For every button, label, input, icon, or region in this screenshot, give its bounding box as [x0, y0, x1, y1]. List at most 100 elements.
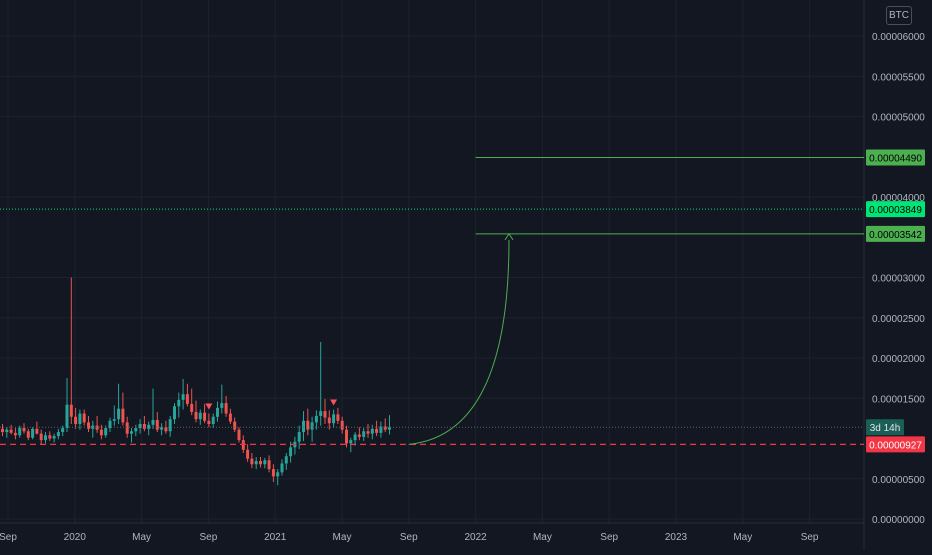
time-axis-tick-label: May: [733, 532, 752, 543]
candles: [1, 277, 391, 486]
candle-body: [327, 417, 331, 424]
time-axis-tick-label: May: [533, 532, 552, 543]
currency-badge[interactable]: BTC: [886, 6, 912, 25]
candle-body: [138, 424, 142, 429]
time-axis-tick-label: 2021: [264, 532, 287, 543]
candle-body: [91, 425, 95, 429]
price-label-badge-text: 0.00000927: [869, 440, 922, 451]
candle-body: [237, 429, 241, 441]
candle-body: [44, 435, 47, 441]
candle-body: [74, 416, 78, 425]
candle-body: [194, 411, 198, 420]
time-axis-tick-label: Sep: [801, 532, 819, 543]
candle-body: [375, 428, 379, 433]
candle-body: [164, 427, 168, 432]
candle-body: [177, 399, 181, 407]
time-axis-tick-label: 2020: [64, 532, 87, 543]
candle-body: [65, 404, 69, 429]
candle-body: [87, 422, 90, 429]
candle-body: [48, 435, 52, 439]
candle-body: [56, 432, 60, 437]
candle-body: [228, 413, 232, 422]
price-label-badge: 0.00004490: [866, 149, 925, 166]
countdown-badge-bg: [866, 419, 904, 436]
price-axis-tick-label: 0.00002500: [872, 314, 925, 325]
candle-body: [207, 420, 211, 425]
candle-body: [388, 427, 391, 430]
price-label-badge: 0.00000927: [866, 436, 925, 453]
candle-body: [259, 461, 262, 465]
candle-body: [379, 426, 383, 433]
candle-body: [302, 420, 305, 433]
candle-body: [263, 460, 267, 465]
price-axis: 0.00006000 0.00005500 0.00005000 0.00004000…: [872, 32, 925, 526]
candle-body: [280, 463, 284, 473]
candle-body: [125, 422, 129, 434]
price-axis-tick-label: 0.00001500: [872, 394, 925, 405]
candle-body: [185, 394, 189, 404]
candle-body: [233, 421, 237, 430]
candle-body: [35, 428, 39, 434]
candle-body: [181, 394, 185, 400]
candle-body: [104, 428, 108, 436]
candle-body: [142, 424, 146, 429]
sell-signal-marker: [330, 399, 338, 406]
candle-body: [69, 404, 73, 417]
price-axis-tick-label: 0.00000000: [872, 515, 925, 526]
countdown-badge-text: 3d 14h: [870, 423, 901, 434]
price-axis-tick-label: 0.00005500: [872, 72, 925, 83]
candle-body: [1, 428, 4, 433]
candle-body: [108, 420, 112, 429]
candle-body: [246, 449, 250, 459]
grid: [0, 0, 864, 523]
candle-body: [13, 432, 17, 436]
candle-body: [151, 419, 155, 425]
candle-body: [336, 414, 340, 421]
price-label-badge-bg: [866, 225, 925, 242]
candle-body: [61, 428, 65, 433]
candle-body: [121, 408, 125, 423]
candle-body: [52, 436, 56, 439]
price-label-badge-text: 0.00003849: [869, 205, 922, 216]
candle-body: [289, 447, 293, 457]
candle-body: [173, 406, 176, 420]
candle-body: [383, 426, 387, 430]
candle-body: [319, 411, 323, 416]
price-axis-tick-label: 0.00000500: [872, 475, 925, 486]
candle-body: [31, 428, 35, 438]
annotations: [0, 157, 864, 445]
candle-body: [366, 431, 370, 434]
price-axis-tick-label: 0.00002000: [872, 354, 925, 365]
candle-body: [211, 416, 215, 425]
price-label-badge-bg: [866, 436, 925, 453]
candle-body: [345, 429, 348, 444]
candle-body: [130, 431, 133, 434]
time-axis-tick-label: 2023: [665, 532, 688, 543]
price-label-badge: 0.00003849: [866, 201, 925, 218]
candle-body: [22, 428, 26, 432]
candle-body: [271, 469, 275, 477]
candle-body: [9, 429, 13, 433]
candle-body: [39, 433, 43, 441]
time-axis: Sep 2020 May Sep 2021 May Sep 2022 May Sep 2023 May…: [0, 532, 819, 543]
candle-body: [370, 428, 374, 434]
candle-body: [26, 431, 30, 438]
candle-body: [168, 419, 172, 432]
candle-body: [117, 408, 121, 420]
time-axis-tick-label: May: [333, 532, 352, 543]
time-axis-tick-label: May: [132, 532, 151, 543]
price-axis-tick-label: 0.00006000: [872, 32, 925, 43]
time-axis-tick-label: Sep: [600, 532, 618, 543]
price-label-badge-bg: [866, 201, 925, 218]
time-axis-tick-label: 2022: [464, 532, 487, 543]
candle-body: [99, 429, 103, 436]
candle-body: [362, 431, 366, 437]
candle-body: [198, 412, 202, 420]
candle-body: [357, 434, 361, 437]
price-label-badge-bg: [866, 149, 925, 166]
candle-body: [254, 461, 258, 465]
candle-body: [220, 403, 224, 408]
projection-arrowhead: [504, 232, 514, 241]
